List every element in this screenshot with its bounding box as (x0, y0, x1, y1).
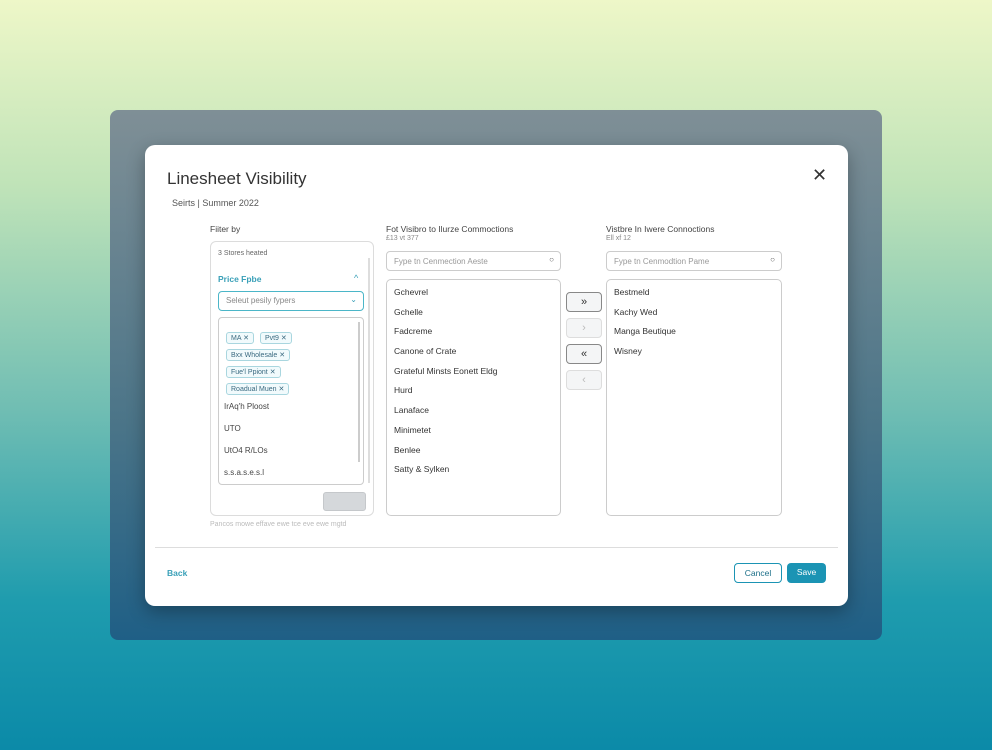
save-button[interactable]: Save (787, 563, 826, 583)
list-item[interactable]: Grateful Minsts Eonett Eldg (394, 365, 498, 376)
not-visible-search-input[interactable]: Fype tn Cenmection Aeste ○ (386, 251, 561, 271)
visible-count: Ell xf 12 (606, 235, 631, 242)
list-item[interactable]: Fadcreme (394, 326, 433, 337)
back-link[interactable]: Back (167, 568, 188, 578)
chip: Bxx Wholesale ✕ (226, 349, 291, 361)
scrollbar[interactable] (358, 322, 360, 462)
dialog-subtitle: Seirts | Summer 2022 (172, 198, 259, 208)
visible-list: Bestmeld Kachy Wed Manga Beutique Wisney (606, 279, 782, 516)
price-type-options: MA ✕ Pvt9 ✕ Bxx Wholesale ✕ Fue'l Ppiont … (218, 317, 364, 485)
list-item[interactable]: Wisney (614, 346, 642, 357)
option[interactable]: s.s.a.s.e.s.l (224, 468, 265, 477)
not-visible-count: £13 vt 377 (386, 235, 419, 242)
add-button[interactable]: › (566, 318, 602, 338)
price-type-select[interactable]: Seleut pesily fypers ⌄ (218, 291, 364, 311)
list-item[interactable]: Gchevrel (394, 287, 429, 297)
list-item[interactable]: Kachy Wed (614, 306, 658, 317)
not-visible-list: Gchevrel Gchelle Fadcreme Canone of Crat… (386, 279, 561, 516)
list-item[interactable]: Lanaface (394, 405, 429, 416)
visible-search-input[interactable]: Fype tn Cenmodtion Pame ○ (606, 251, 782, 271)
list-item[interactable]: Gchelle (394, 306, 423, 317)
divider (155, 547, 838, 548)
list-item[interactable]: Satty & Sylken (394, 464, 450, 475)
list-item[interactable]: Benlee (394, 444, 421, 455)
scrollbar[interactable] (368, 258, 370, 483)
remove-all-button[interactable]: « (566, 344, 602, 364)
option[interactable]: IrAq'h Ploost (224, 402, 270, 411)
not-visible-title: Fot Visibro to Ilurze Commoctions (386, 224, 514, 234)
dialog-title: Linesheet Visibility (167, 169, 307, 188)
option[interactable]: UTO (224, 424, 241, 433)
cancel-button[interactable]: Cancel (734, 563, 782, 583)
visible-title: Vistbre In Iwere Connoctions (606, 224, 715, 234)
list-item[interactable]: Canone of Crate (394, 346, 457, 357)
search-placeholder: Fype tn Cenmodtion Pame (614, 257, 710, 266)
add-all-button[interactable]: » (566, 292, 602, 312)
search-icon: ○ (549, 255, 554, 264)
list-item[interactable]: Manga Beutique (614, 326, 676, 337)
price-type-section[interactable]: Price Fpbe (218, 274, 262, 284)
filter-help-text: Pancos mowe effave ewe tce eve ewe mgtd (210, 521, 347, 528)
filter-count: 3 Stores heated (218, 250, 268, 257)
close-icon[interactable]: ✕ (812, 165, 828, 185)
select-placeholder: Seleut pesily fypers (226, 296, 296, 305)
filter-panel: 3 Stores heated Price Fpbe ^ Seleut pesi… (210, 241, 374, 516)
chip: Roadual Muen ✕ (226, 383, 290, 395)
list-item[interactable]: Minimetet (394, 424, 431, 435)
chip: Pvt9 ✕ (259, 332, 292, 344)
chevron-up-icon[interactable]: ^ (354, 273, 359, 283)
lineshee-visibility-dialog: Linesheet Visibility ✕ Seirts | Summer 2… (145, 145, 848, 606)
option[interactable]: UtO4 R/LOs (224, 446, 268, 455)
chip: MA ✕ (226, 332, 254, 344)
apply-button[interactable] (323, 492, 366, 511)
filter-label: Fiiter by (210, 224, 241, 234)
search-placeholder: Fype tn Cenmection Aeste (394, 257, 488, 266)
list-item[interactable]: Hurd (394, 385, 413, 396)
chevron-down-icon: ⌄ (350, 295, 357, 304)
remove-button[interactable]: ‹ (566, 370, 602, 390)
chip: Fue'l Ppiont ✕ (226, 366, 281, 378)
list-item[interactable]: Bestmeld (614, 287, 650, 297)
search-icon: ○ (770, 255, 775, 264)
